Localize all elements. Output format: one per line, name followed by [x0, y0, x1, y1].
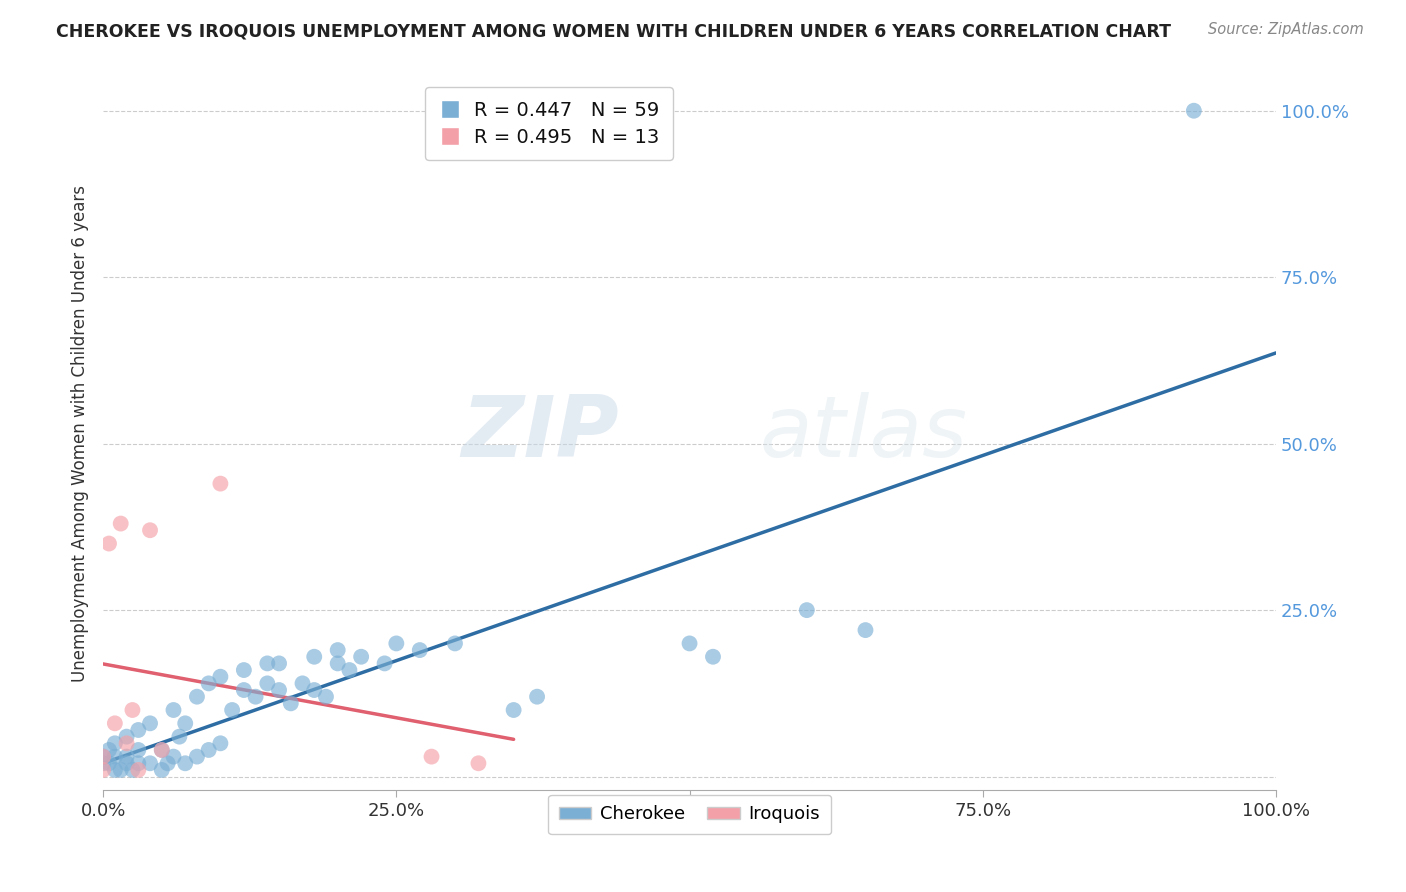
Point: [150, 763, 173, 777]
Point: [339, 663, 361, 677]
Point: [139, 756, 162, 771]
Point: [104, 763, 127, 777]
Point: [280, 697, 302, 711]
Point: [502, 703, 524, 717]
Point: [1182, 103, 1205, 118]
Point: [302, 683, 325, 698]
Point: [121, 763, 143, 777]
Point: [444, 636, 467, 650]
Point: [326, 643, 349, 657]
Point: [232, 683, 254, 698]
Point: [115, 749, 138, 764]
Point: [115, 756, 138, 771]
Point: [209, 476, 232, 491]
Point: [104, 716, 127, 731]
Point: [350, 649, 373, 664]
Point: [256, 676, 278, 690]
Text: CHEROKEE VS IROQUOIS UNEMPLOYMENT AMONG WOMEN WITH CHILDREN UNDER 6 YEARS CORREL: CHEROKEE VS IROQUOIS UNEMPLOYMENT AMONG …: [56, 22, 1171, 40]
Point: [409, 643, 432, 657]
Point: [127, 723, 149, 737]
Point: [139, 716, 162, 731]
Point: [91, 749, 114, 764]
Point: [197, 743, 219, 757]
Point: [315, 690, 337, 704]
Point: [256, 657, 278, 671]
Legend: Cherokee, Iroquois: Cherokee, Iroquois: [548, 795, 831, 834]
Point: [91, 749, 114, 764]
Point: [221, 703, 243, 717]
Point: [98, 743, 121, 757]
Point: [127, 763, 149, 777]
Point: [121, 703, 143, 717]
Point: [162, 749, 184, 764]
Point: [139, 523, 162, 537]
Point: [209, 736, 232, 750]
Point: [127, 743, 149, 757]
Point: [855, 623, 877, 637]
Y-axis label: Unemployment Among Women with Children Under 6 years: Unemployment Among Women with Children U…: [72, 186, 89, 682]
Point: [162, 703, 184, 717]
Text: Source: ZipAtlas.com: Source: ZipAtlas.com: [1208, 22, 1364, 37]
Point: [291, 676, 314, 690]
Point: [104, 736, 127, 750]
Point: [420, 749, 443, 764]
Point: [245, 690, 267, 704]
Point: [150, 743, 173, 757]
Point: [98, 536, 121, 550]
Point: [156, 756, 179, 771]
Point: [115, 736, 138, 750]
Text: ZIP: ZIP: [461, 392, 619, 475]
Point: [267, 683, 290, 698]
Point: [174, 756, 197, 771]
Point: [186, 749, 208, 764]
Point: [267, 657, 290, 671]
Point: [186, 690, 208, 704]
Point: [110, 516, 132, 531]
Point: [678, 636, 700, 650]
Point: [104, 749, 127, 764]
Point: [326, 657, 349, 671]
Point: [209, 670, 232, 684]
Point: [374, 657, 396, 671]
Point: [197, 676, 219, 690]
Point: [174, 716, 197, 731]
Point: [115, 730, 138, 744]
Point: [232, 663, 254, 677]
Point: [91, 763, 114, 777]
Point: [467, 756, 489, 771]
Point: [702, 649, 724, 664]
Point: [127, 756, 149, 771]
Point: [91, 756, 114, 771]
Point: [526, 690, 548, 704]
Point: [169, 730, 191, 744]
Point: [98, 756, 121, 771]
Point: [302, 649, 325, 664]
Point: [110, 763, 132, 777]
Point: [385, 636, 408, 650]
Text: atlas: atlas: [759, 392, 967, 475]
Point: [150, 743, 173, 757]
Point: [796, 603, 818, 617]
